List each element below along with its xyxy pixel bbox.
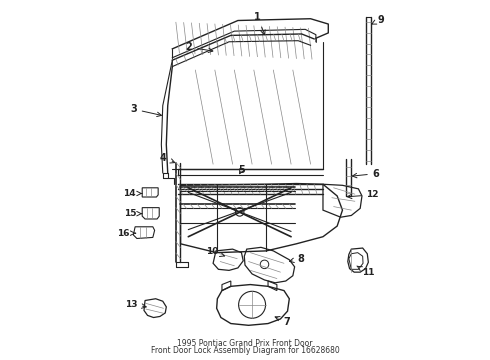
Text: 12: 12 — [347, 190, 379, 199]
Circle shape — [235, 208, 244, 216]
Text: 3: 3 — [130, 104, 162, 117]
Text: 4: 4 — [160, 153, 175, 163]
Text: 1: 1 — [254, 12, 265, 35]
Text: 15: 15 — [123, 209, 142, 218]
Text: Front Door Lock Assembly Diagram for 16628680: Front Door Lock Assembly Diagram for 166… — [150, 346, 340, 355]
Text: 10: 10 — [206, 247, 224, 257]
Text: 1995 Pontiac Grand Prix Front Door: 1995 Pontiac Grand Prix Front Door — [177, 338, 313, 347]
Text: 16: 16 — [118, 229, 136, 238]
Text: 9: 9 — [371, 15, 384, 25]
Text: 7: 7 — [275, 316, 290, 327]
Text: 11: 11 — [357, 266, 374, 277]
Text: 13: 13 — [124, 300, 146, 309]
Circle shape — [260, 260, 269, 269]
Text: 2: 2 — [186, 42, 213, 53]
Text: 8: 8 — [290, 254, 304, 264]
Text: 14: 14 — [123, 189, 142, 198]
Text: 5: 5 — [238, 165, 245, 175]
Text: 6: 6 — [352, 168, 380, 179]
